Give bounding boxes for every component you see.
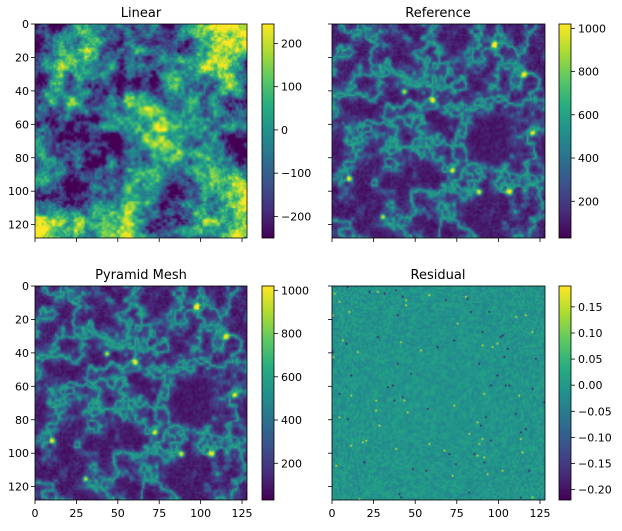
heatmap-image	[35, 286, 247, 500]
colorbar-tick-label: 800	[281, 328, 302, 341]
x-tick-label: 0	[329, 507, 336, 520]
colorbar-tick-label: 400	[578, 152, 599, 165]
panel-reference: Reference 1000 800 600 400 200	[328, 6, 606, 242]
plot-frame	[34, 23, 248, 239]
colorbar-tick-label: 100	[281, 81, 302, 94]
x-tick-label: 75	[152, 507, 166, 520]
y-tick-label: 20	[15, 51, 29, 64]
colorbar-tick-label: 200	[281, 457, 302, 470]
colorbar-tick-label: −0.05	[578, 405, 612, 418]
colorbar-tick-label: −200	[281, 210, 311, 223]
y-tick-label: 40	[15, 85, 29, 98]
x-tick-label: 25	[367, 507, 381, 520]
heatmap-image	[35, 24, 247, 238]
colorbar-tick-label: 0	[281, 124, 288, 137]
colorbar-tick-label: 1000	[578, 22, 606, 35]
colorbar	[558, 285, 572, 501]
y-tick-label: 80	[15, 152, 29, 165]
x-tick-label: 75	[450, 507, 464, 520]
colorbar-tick-label: 1000	[281, 284, 309, 297]
y-tick-label: 40	[15, 347, 29, 360]
colorbar	[261, 285, 275, 501]
y-tick-label: 60	[15, 380, 29, 393]
x-tick-label: 0	[32, 507, 39, 520]
y-tick-label: 0	[22, 280, 29, 293]
panel-title: Residual	[411, 268, 466, 283]
x-tick-label: 50	[111, 507, 125, 520]
panel-residual: Residual 0 25 50 75 100 125 0.15 0.10 0.05 0.00 −0…	[328, 268, 612, 520]
y-tick-label: 100	[8, 447, 29, 460]
heatmap-image	[332, 286, 545, 500]
colorbar-tick-label: 0.05	[578, 353, 603, 366]
x-tick-label: 100	[190, 507, 211, 520]
y-tick-label: 20	[15, 313, 29, 326]
colorbar-tick-label: 200	[578, 195, 599, 208]
y-tick-label: 80	[15, 414, 29, 427]
x-tick-label: 125	[232, 507, 253, 520]
colorbar-tick-label: 0.10	[578, 327, 603, 340]
y-tick-label: 0	[22, 18, 29, 31]
colorbar-tick-label: 800	[578, 66, 599, 79]
colorbar-tick-label: 0.15	[578, 301, 603, 314]
colorbar-tick-label: −0.20	[578, 484, 612, 497]
panel-title: Linear	[121, 6, 162, 21]
x-tick-label: 25	[69, 507, 83, 520]
y-tick-label: 60	[15, 118, 29, 131]
panel-linear: Linear 0 20 40 60 80 100 120 200 100 0 −100 −200	[8, 6, 311, 242]
colorbar-tick-label: 600	[281, 371, 302, 384]
colorbar-tick-label: −0.10	[578, 431, 612, 444]
plot-frame	[331, 285, 546, 501]
x-tick-label: 100	[488, 507, 509, 520]
colorbar-tick-label: 400	[281, 414, 302, 427]
panel-title: Reference	[405, 6, 470, 21]
heatmap-image	[332, 24, 545, 238]
x-tick-label: 50	[408, 507, 422, 520]
colorbar	[261, 23, 275, 239]
colorbar	[558, 23, 572, 239]
y-tick-label: 120	[8, 219, 29, 232]
plot-frame	[34, 285, 248, 501]
colorbar-tick-label: −0.15	[578, 457, 612, 470]
colorbar-tick-label: 0.00	[578, 379, 603, 392]
colorbar-tick-label: −100	[281, 167, 311, 180]
y-tick-label: 120	[8, 481, 29, 494]
colorbar-tick-label: 600	[578, 109, 599, 122]
colorbar-tick-label: 200	[281, 37, 302, 50]
x-tick-label: 125	[530, 507, 551, 520]
panel-title: Pyramid Mesh	[95, 268, 187, 283]
y-tick-label: 100	[8, 185, 29, 198]
plot-frame	[331, 23, 546, 239]
